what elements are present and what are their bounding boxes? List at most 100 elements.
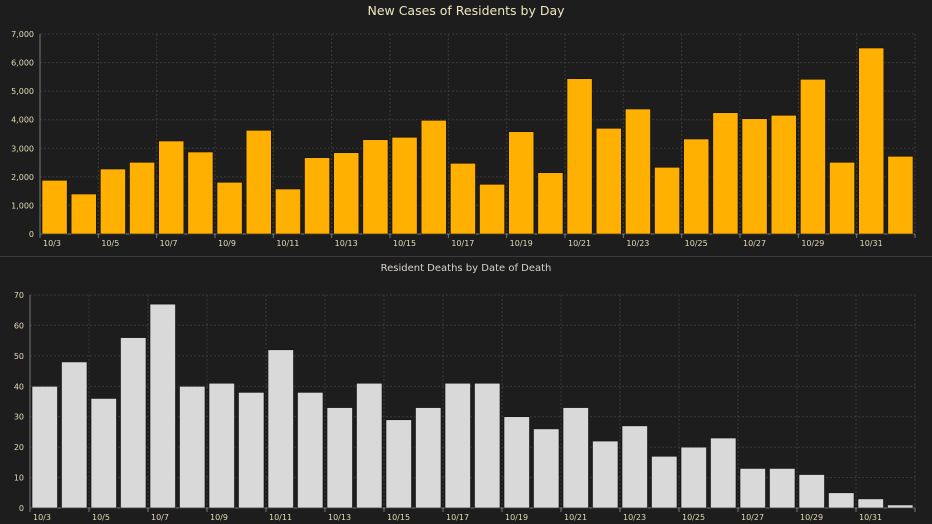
cases-bar — [770, 114, 797, 235]
cases-bar — [887, 155, 914, 235]
deaths-chart-title: Resident Deaths by Date of Death — [380, 263, 552, 274]
cases-bar — [741, 118, 768, 235]
deaths-y-tick-label: 50 — [14, 352, 24, 361]
cases-bar — [129, 161, 155, 235]
deaths-y-tick-label: 40 — [14, 382, 24, 391]
cases-bar — [304, 157, 330, 235]
cases-x-tick-label: 10/23 — [626, 239, 649, 248]
deaths-x-tick-label: 10/7 — [151, 513, 169, 522]
deaths-x-tick-label: 10/21 — [564, 513, 587, 522]
deaths-x-tick-label: 10/9 — [210, 513, 228, 522]
cases-x-tick-label: 10/15 — [393, 239, 416, 248]
deaths-x-tick-label: 10/19 — [505, 513, 528, 522]
cases-bar — [391, 136, 418, 235]
cases-chart-title: New Cases of Residents by Day — [367, 3, 565, 18]
deaths-y-tick-label: 60 — [14, 321, 24, 330]
cases-bar — [537, 172, 564, 235]
cases-bar — [450, 162, 476, 235]
deaths-bar — [208, 382, 235, 509]
cases-bar — [70, 193, 97, 235]
cases-x-tick-label: 10/9 — [218, 239, 236, 248]
cases-bar — [216, 181, 243, 235]
cases-bar — [508, 131, 535, 235]
cases-x-tick-label: 10/19 — [510, 239, 533, 248]
deaths-x-tick-label: 10/15 — [387, 513, 410, 522]
cases-y-tick-label: 2,000 — [11, 173, 34, 182]
deaths-x-tick-label: 10/27 — [741, 513, 764, 522]
cases-x-tick-label: 10/13 — [335, 239, 358, 248]
cases-bar — [800, 78, 826, 235]
deaths-y-tick-label: 30 — [14, 413, 24, 422]
cases-y-tick-label: 5,000 — [11, 87, 34, 96]
cases-bar — [829, 161, 855, 235]
deaths-bar — [798, 474, 825, 509]
deaths-bar — [415, 407, 442, 509]
cases-x-tick-label: 10/21 — [568, 239, 591, 248]
deaths-y-tick-label: 70 — [14, 291, 24, 300]
cases-x-tick-label: 10/11 — [276, 239, 299, 248]
deaths-bar — [739, 468, 766, 509]
deaths-bar — [90, 398, 117, 509]
deaths-bar — [120, 337, 147, 509]
cases-bar — [420, 119, 447, 235]
deaths-bar — [651, 455, 678, 509]
cases-bar — [245, 129, 272, 235]
deaths-bar — [680, 446, 707, 509]
deaths-x-tick-label: 10/25 — [682, 513, 705, 522]
cases-y-tick-label: 1,000 — [11, 201, 34, 210]
deaths-x-tick-label: 10/17 — [446, 513, 469, 522]
deaths-bar — [238, 392, 265, 509]
cases-bar — [654, 166, 680, 235]
deaths-bar — [31, 385, 58, 509]
cases-bar — [566, 78, 593, 235]
cases-bar — [41, 179, 68, 235]
cases-x-tick-label: 10/5 — [101, 239, 119, 248]
cases-x-tick-label: 10/3 — [43, 239, 61, 248]
deaths-bar — [356, 382, 383, 509]
cases-bar — [625, 108, 651, 235]
deaths-x-tick-label: 10/3 — [33, 513, 51, 522]
cases-bar — [479, 183, 505, 235]
deaths-x-tick-label: 10/11 — [269, 513, 292, 522]
deaths-x-tick-label: 10/5 — [92, 513, 110, 522]
deaths-x-tick-label: 10/13 — [328, 513, 351, 522]
cases-bar — [595, 127, 622, 235]
deaths-bar — [857, 498, 884, 509]
chart-separator — [0, 256, 932, 257]
cases-bar — [275, 188, 301, 235]
cases-x-tick-label: 10/29 — [801, 239, 824, 248]
deaths-x-tick-label: 10/23 — [623, 513, 646, 522]
deaths-bar — [769, 468, 796, 509]
deaths-bar — [887, 504, 914, 509]
cases-x-tick-label: 10/31 — [860, 239, 883, 248]
deaths-bar — [592, 440, 619, 509]
cases-y-tick-label: 7,000 — [11, 30, 34, 39]
deaths-bar — [533, 428, 560, 509]
deaths-bar — [474, 382, 501, 509]
deaths-bar — [828, 492, 855, 509]
cases-bar — [683, 138, 710, 235]
deaths-bar — [621, 425, 648, 509]
cases-x-tick-label: 10/17 — [451, 239, 474, 248]
cases-bar — [100, 168, 126, 235]
cases-bar — [858, 47, 885, 235]
cases-x-tick-label: 10/27 — [743, 239, 766, 248]
deaths-bar — [326, 407, 353, 509]
deaths-bar — [562, 407, 589, 509]
cases-x-tick-label: 10/7 — [160, 239, 178, 248]
cases-y-tick-label: 6,000 — [11, 59, 34, 68]
deaths-bar — [503, 416, 530, 509]
cases-bar — [187, 151, 214, 235]
deaths-y-tick-label: 10 — [14, 474, 24, 483]
deaths-bar — [61, 361, 88, 509]
cases-y-tick-label: 0 — [29, 230, 34, 239]
cases-y-tick-label: 3,000 — [11, 144, 34, 153]
cases-x-tick-label: 10/25 — [685, 239, 708, 248]
cases-bar — [362, 139, 389, 235]
deaths-bar — [710, 437, 737, 509]
deaths-y-tick-label: 0 — [19, 504, 24, 513]
deaths-bar — [149, 303, 176, 509]
deaths-bar — [179, 385, 206, 509]
deaths-bar — [297, 392, 324, 509]
